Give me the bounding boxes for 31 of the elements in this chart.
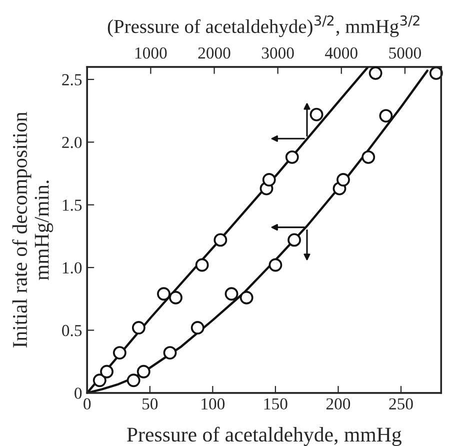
- x-tick-label: 250: [389, 398, 413, 410]
- x2-tick-label: 4000: [325, 47, 358, 59]
- y-tick-label: 0.5: [62, 324, 82, 336]
- point: [240, 290, 254, 304]
- point: [126, 374, 140, 388]
- x-tick-label: 50: [142, 398, 158, 410]
- y-tick-label: 2.5: [62, 74, 82, 86]
- point: [379, 109, 393, 123]
- x-tick-label: 100: [202, 398, 225, 410]
- x2-tick-label: 3000: [262, 47, 294, 59]
- point: [362, 150, 376, 164]
- x-tick-label: 150: [264, 398, 288, 410]
- x2-tick-label: 5000: [389, 47, 421, 59]
- point: [268, 258, 282, 272]
- x2-tick-label: 1000: [135, 47, 167, 59]
- y-tick-label: 2.0: [62, 136, 82, 148]
- point: [163, 346, 177, 360]
- point: [224, 287, 238, 301]
- point: [336, 173, 350, 186]
- x-tick-label: 0: [84, 398, 91, 410]
- y-tick-label: 1.0: [62, 262, 82, 274]
- point: [190, 321, 204, 334]
- point: [288, 233, 301, 247]
- x2-tick-label: 2000: [198, 47, 230, 59]
- x-tick-label: 200: [326, 398, 350, 410]
- point: [136, 364, 150, 378]
- y-tick-label: 1.5: [62, 200, 82, 211]
- y-axis-title: Initial rate of decomposition mmHg/min.: [12, 112, 54, 348]
- x2-axis-title: (Pressure of acetaldehyde)$^{3/2}$, mmHg$^{3/2}$: [108, 15, 420, 38]
- x-axis-title: Pressure of acetaldehyde, mmHg: [127, 426, 402, 446]
- y-tick-label: 0: [74, 388, 82, 399]
